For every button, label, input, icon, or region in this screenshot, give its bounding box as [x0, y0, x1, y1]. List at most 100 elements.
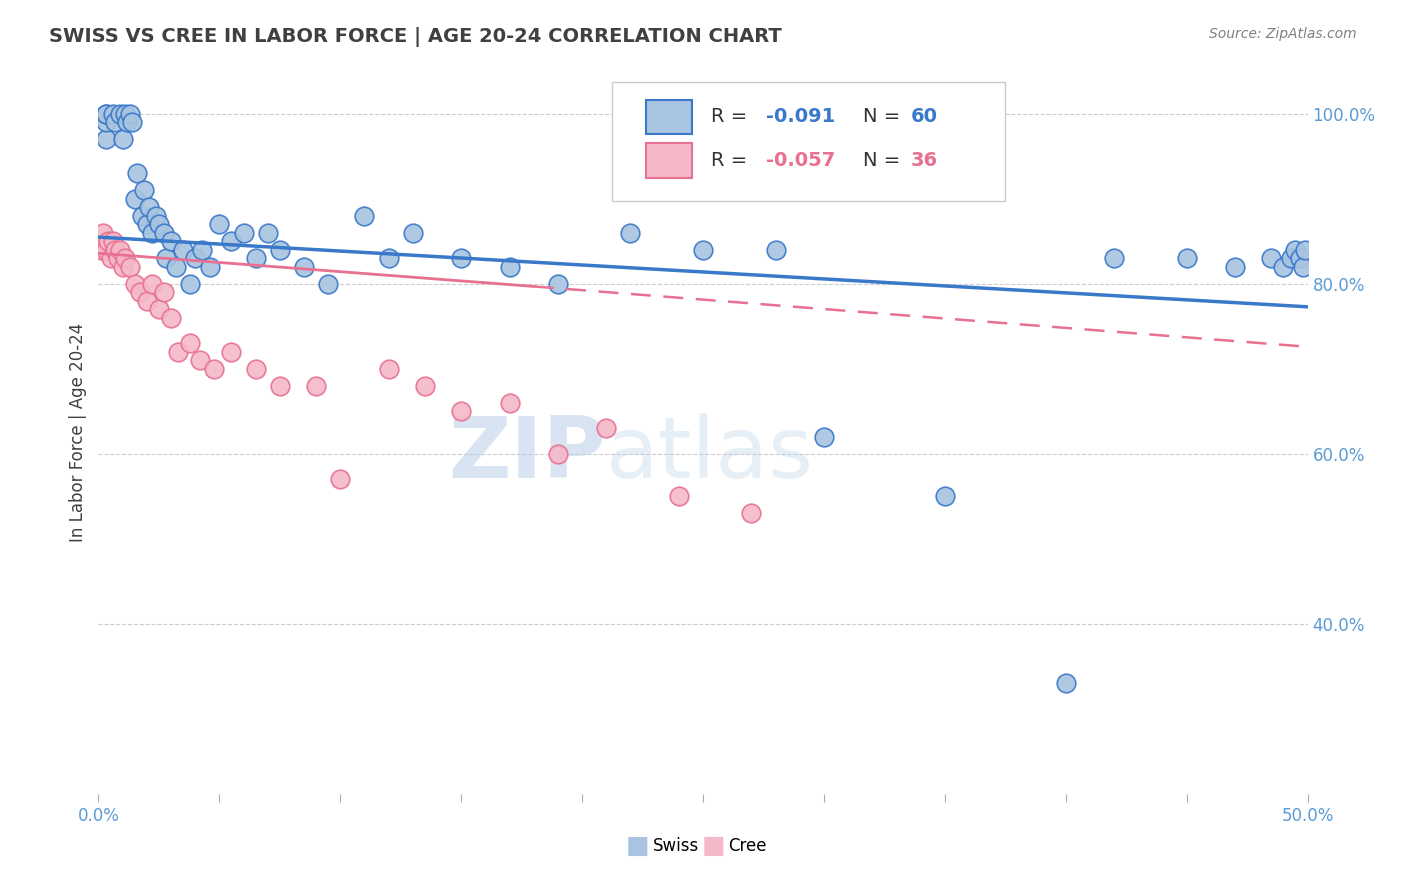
Text: Swiss: Swiss [652, 837, 699, 855]
Point [141, 226, 163, 240]
Point [118, 260, 141, 274]
Point [595, 421, 617, 435]
Point [498, 396, 520, 410]
Point [1284, 243, 1306, 257]
Text: R =: R = [711, 151, 754, 169]
Point [692, 243, 714, 257]
Text: ■: ■ [626, 834, 650, 857]
Point [305, 379, 328, 393]
Point [128, 285, 150, 300]
Point [94, 107, 117, 121]
Point [121, 115, 143, 129]
Point [221, 344, 243, 359]
Point [221, 235, 243, 249]
Point [138, 200, 160, 214]
Text: R =: R = [711, 107, 754, 127]
Point [1054, 676, 1077, 690]
Text: 60: 60 [911, 107, 938, 127]
Point [117, 115, 139, 129]
Point [94, 132, 117, 146]
Point [165, 260, 187, 274]
Point [107, 252, 129, 266]
Point [152, 285, 174, 300]
Point [245, 362, 267, 376]
Point [124, 192, 146, 206]
Text: SWISS VS CREE IN LABOR FORCE | AGE 20-24 CORRELATION CHART: SWISS VS CREE IN LABOR FORCE | AGE 20-24… [49, 27, 782, 46]
Point [155, 252, 177, 266]
Point [94, 243, 117, 257]
Point [188, 353, 211, 368]
Point [1102, 252, 1125, 266]
Point [1289, 252, 1312, 266]
Point [101, 235, 124, 249]
Point [668, 489, 690, 503]
Point [91, 226, 114, 240]
Point [1294, 243, 1316, 257]
Point [152, 226, 174, 240]
Text: 36: 36 [911, 151, 938, 169]
Point [1260, 252, 1282, 266]
Point [1223, 260, 1246, 274]
Text: Source: ZipAtlas.com: Source: ZipAtlas.com [1209, 27, 1357, 41]
Point [1279, 252, 1302, 266]
Text: ■: ■ [702, 834, 725, 857]
Point [245, 252, 267, 266]
Point [208, 218, 231, 232]
Point [547, 277, 569, 291]
Point [160, 235, 183, 249]
FancyBboxPatch shape [647, 100, 692, 134]
Point [232, 226, 254, 240]
Point [135, 293, 157, 308]
Point [1292, 260, 1315, 274]
FancyBboxPatch shape [647, 143, 692, 178]
Point [269, 243, 291, 257]
Point [148, 302, 170, 317]
Point [934, 489, 956, 503]
Text: -0.057: -0.057 [766, 151, 835, 169]
Point [1272, 260, 1295, 274]
Point [377, 252, 399, 266]
Point [94, 107, 117, 121]
Text: -0.091: -0.091 [766, 107, 835, 127]
Point [184, 252, 207, 266]
Point [97, 235, 120, 249]
Point [198, 260, 221, 274]
Point [547, 447, 569, 461]
Point [172, 243, 194, 257]
Point [167, 344, 190, 359]
Point [329, 472, 352, 486]
Point [740, 507, 762, 521]
Point [402, 226, 425, 240]
Point [292, 260, 315, 274]
Point [108, 107, 131, 121]
Point [114, 252, 136, 266]
Point [127, 166, 149, 180]
Text: N =: N = [863, 151, 905, 169]
Text: Cree: Cree [728, 837, 766, 855]
Point [104, 243, 127, 257]
Point [813, 430, 835, 444]
Point [134, 183, 156, 197]
Point [179, 277, 201, 291]
Point [204, 362, 226, 376]
Point [141, 277, 163, 291]
Point [118, 107, 141, 121]
Point [131, 209, 153, 223]
Y-axis label: In Labor Force | Age 20-24: In Labor Force | Age 20-24 [69, 323, 87, 542]
Point [450, 252, 472, 266]
Point [269, 379, 291, 393]
Point [114, 107, 136, 121]
Point [145, 209, 167, 223]
FancyBboxPatch shape [613, 82, 1005, 202]
Point [413, 379, 436, 393]
Point [101, 107, 124, 121]
Point [90, 243, 112, 257]
Point [111, 132, 134, 146]
Point [619, 226, 641, 240]
Text: atlas: atlas [606, 413, 814, 496]
Point [111, 260, 134, 274]
Point [1175, 252, 1198, 266]
Point [148, 218, 170, 232]
Point [316, 277, 339, 291]
Point [104, 115, 127, 129]
